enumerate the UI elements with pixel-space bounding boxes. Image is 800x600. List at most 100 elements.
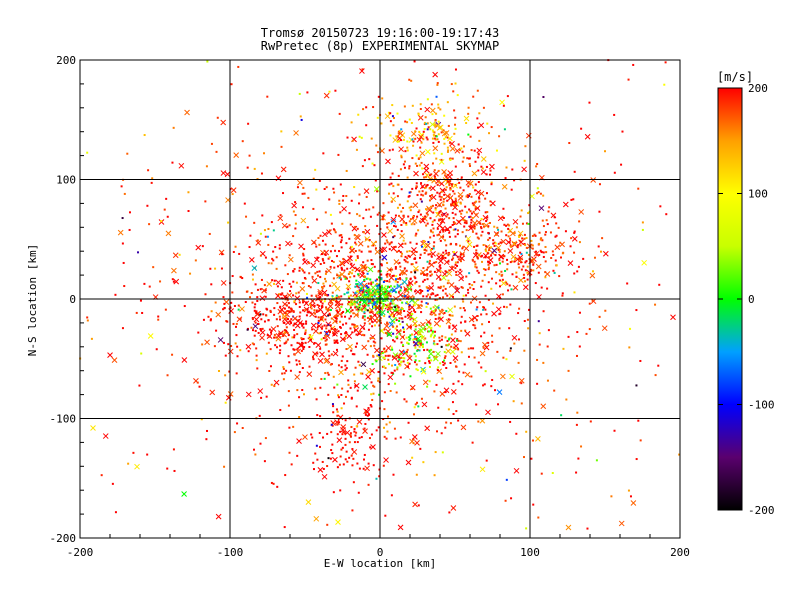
- data-point: [399, 354, 401, 356]
- data-point: [337, 265, 339, 267]
- data-point: [205, 438, 207, 440]
- data-point: [404, 167, 406, 169]
- data-point: [392, 173, 394, 175]
- data-point: [364, 225, 366, 227]
- data-point: [427, 241, 429, 243]
- data-point: [303, 393, 305, 395]
- data-point: [491, 341, 493, 343]
- data-point: [355, 334, 357, 336]
- data-point: [417, 405, 419, 407]
- data-point: [426, 324, 428, 326]
- data-point: [372, 355, 374, 357]
- data-point: [410, 271, 412, 273]
- data-point: [404, 150, 406, 152]
- data-point: [369, 446, 371, 448]
- data-point: [430, 249, 432, 251]
- data-point: [637, 420, 639, 422]
- data-point: [449, 314, 451, 316]
- data-point: [165, 198, 167, 200]
- data-point: [454, 286, 456, 288]
- data-point: [406, 140, 408, 142]
- data-point: [480, 166, 482, 168]
- data-point: [416, 474, 418, 476]
- data-point: [299, 93, 301, 95]
- data-point: [383, 348, 385, 350]
- data-point: [635, 384, 637, 386]
- data-point: [435, 451, 437, 453]
- data-point: [385, 367, 387, 369]
- data-point: [357, 361, 359, 363]
- data-point: [439, 362, 441, 364]
- data-point: [573, 252, 575, 254]
- data-point: [393, 303, 395, 305]
- data-point: [460, 330, 462, 332]
- data-point: [543, 225, 545, 227]
- data-point: [276, 256, 278, 258]
- data-point: [494, 245, 496, 247]
- data-point: [474, 150, 476, 152]
- data-point: [506, 268, 508, 270]
- data-point: [433, 336, 435, 338]
- data-point: [319, 446, 321, 448]
- y-tick-label: -100: [50, 413, 77, 426]
- data-point: [399, 323, 401, 325]
- data-point: [350, 315, 352, 317]
- data-point: [247, 167, 249, 169]
- data-point: [406, 121, 408, 123]
- data-point: [462, 161, 464, 163]
- data-point: [438, 133, 440, 135]
- data-point: [256, 296, 258, 298]
- data-point: [525, 269, 527, 271]
- data-point: [364, 309, 366, 311]
- data-point: [444, 351, 446, 353]
- data-point: [467, 289, 469, 291]
- data-point: [468, 272, 470, 274]
- data-point: [292, 270, 294, 272]
- data-point: [382, 352, 384, 354]
- data-point: [496, 264, 498, 266]
- data-point: [576, 355, 578, 357]
- data-point: [209, 268, 211, 270]
- data-point: [450, 422, 452, 424]
- data-point: [413, 413, 415, 415]
- data-point: [383, 357, 385, 359]
- data-point: [299, 315, 301, 317]
- data-point: [351, 200, 353, 202]
- data-point: [478, 272, 480, 274]
- data-point: [518, 308, 520, 310]
- data-point: [467, 292, 469, 294]
- data-point: [318, 320, 320, 322]
- data-point: [455, 264, 457, 266]
- data-point: [444, 336, 446, 338]
- data-point: [552, 250, 554, 252]
- data-point: [255, 347, 257, 349]
- data-point: [456, 287, 458, 289]
- x-tick-label: -100: [217, 546, 244, 559]
- data-point: [517, 246, 519, 248]
- data-point: [414, 361, 416, 363]
- data-point: [523, 456, 525, 458]
- data-point: [427, 294, 429, 296]
- data-point: [499, 327, 501, 329]
- data-point: [419, 164, 421, 166]
- data-point: [456, 340, 458, 342]
- data-point: [363, 468, 365, 470]
- data-point: [237, 355, 239, 357]
- data-point: [302, 187, 304, 189]
- data-point: [400, 128, 402, 130]
- data-point: [391, 241, 393, 243]
- data-point: [317, 304, 319, 306]
- data-point: [356, 149, 358, 151]
- data-point: [562, 292, 564, 294]
- data-point: [342, 200, 344, 202]
- data-point: [441, 335, 443, 337]
- data-point: [266, 396, 268, 398]
- data-point: [412, 339, 414, 341]
- data-point: [294, 268, 296, 270]
- data-point: [485, 370, 487, 372]
- data-point: [274, 280, 276, 282]
- data-point: [397, 207, 399, 209]
- data-point: [507, 95, 509, 97]
- data-point: [346, 360, 348, 362]
- data-point: [409, 250, 411, 252]
